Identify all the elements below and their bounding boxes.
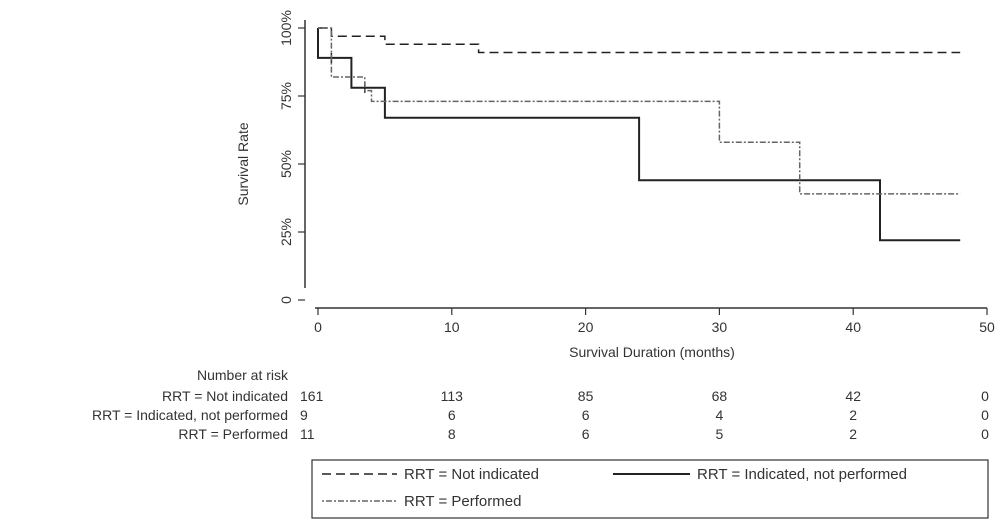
survival-curves [317, 27, 961, 242]
risk-row-label: RRT = Indicated, not performed [92, 407, 288, 423]
risk-count: 2 [849, 407, 857, 423]
risk-count: 85 [578, 388, 594, 404]
y-tick-label: 0 [278, 296, 294, 304]
risk-count: 4 [716, 407, 724, 423]
risk-count: 6 [448, 407, 456, 423]
risk-count: 113 [441, 388, 464, 404]
legend-box [311, 459, 989, 519]
series-line-2 [317, 28, 961, 242]
y-tick-label: 75% [278, 82, 294, 110]
legend-label-3: RRT = Performed [404, 493, 521, 510]
y-tick-label: 100% [278, 10, 294, 46]
risk-table: Number at risk RRT = Not indicated 161 113 8… [92, 367, 989, 442]
x-tick-label: 10 [444, 319, 460, 335]
y-axis-title: Survival Rate [235, 122, 251, 205]
risk-count: 6 [582, 407, 590, 423]
x-tick-label: 40 [845, 319, 861, 335]
axes: 0 25% 50% 75% 100% 0 10 20 30 40 50 Survival Rate Su… [235, 10, 995, 360]
risk-count: 0 [981, 426, 989, 442]
risk-count: 5 [716, 426, 724, 442]
series-line-3 [318, 27, 961, 195]
x-axis-title: Survival Duration (months) [569, 344, 735, 360]
risk-count: 2 [849, 426, 857, 442]
risk-count: 42 [845, 388, 861, 404]
risk-count: 6 [582, 426, 590, 442]
y-tick-label: 25% [278, 218, 294, 246]
x-tick-label: 20 [578, 319, 594, 335]
legend: RRT = Not indicated RRT = Indicated, not … [311, 459, 989, 519]
x-tick-label: 30 [712, 319, 728, 335]
legend-label-2: RRT = Indicated, not performed [697, 466, 907, 483]
risk-count: 0 [981, 388, 989, 404]
risk-count: 11 [300, 426, 315, 442]
risk-count: 0 [981, 407, 989, 423]
x-tick-label: 50 [979, 319, 995, 335]
risk-row-label: RRT = Not indicated [162, 388, 288, 404]
y-tick-label: 50% [278, 150, 294, 178]
risk-row-label: RRT = Performed [178, 426, 288, 442]
risk-count: 8 [448, 426, 456, 442]
risk-count: 68 [712, 388, 728, 404]
x-tick-label: 0 [314, 319, 322, 335]
series-line-1 [318, 27, 961, 54]
risk-count: 161 [300, 388, 324, 404]
risk-table-title: Number at risk [197, 367, 289, 383]
legend-label-1: RRT = Not indicated [404, 466, 539, 483]
risk-count: 9 [300, 407, 308, 423]
